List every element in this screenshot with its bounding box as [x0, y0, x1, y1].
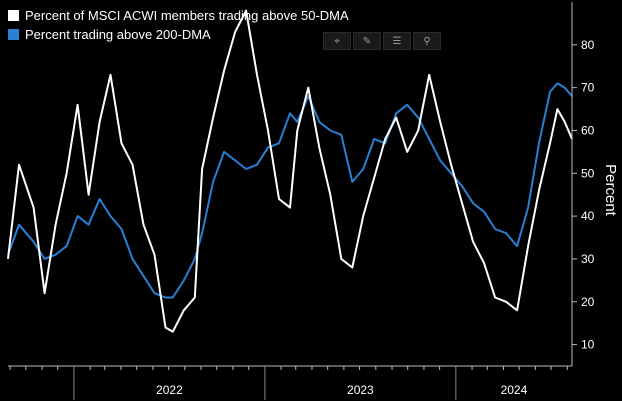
legend-item-50dma: Percent of MSCI ACWI members trading abo… [8, 6, 349, 25]
y-axis-label: Percent [602, 164, 619, 217]
y-tick-label: 50 [581, 166, 595, 180]
legend: Percent of MSCI ACWI members trading abo… [8, 6, 349, 44]
plot-region [7, 9, 573, 333]
legend-label-50dma: Percent of MSCI ACWI members trading abo… [25, 7, 349, 23]
series-line-50dma [7, 9, 573, 333]
draw-pencil-icon[interactable]: ✎ [353, 32, 381, 50]
legend-swatch-blue [8, 29, 19, 40]
legend-item-200dma: Percent trading above 200-DMA [8, 25, 349, 44]
y-tick-label: 20 [581, 295, 595, 309]
legend-label-200dma: Percent trading above 200-DMA [25, 26, 211, 42]
y-tick-label: 60 [581, 123, 595, 137]
series-line-200dma [7, 82, 573, 299]
zoom-icon[interactable]: ⚲ [413, 32, 441, 50]
x-tick-label: 2022 [156, 383, 183, 397]
legend-swatch-white [8, 10, 19, 21]
chart-toolbar: ⌖ ✎ ☰ ⚲ [323, 32, 441, 50]
y-tick-label: 40 [581, 209, 595, 223]
y-tick-label: 30 [581, 252, 595, 266]
crosshair-icon[interactable]: ⌖ [323, 32, 351, 50]
x-axis-ticks: 2022 2023 2024 [9, 366, 568, 400]
x-tick-label: 2023 [347, 383, 374, 397]
y-tick-label: 70 [581, 81, 595, 95]
y-tick-label: 80 [581, 38, 595, 52]
y-tick-label: 10 [581, 338, 595, 352]
y-axis-ticks: 10 20 30 40 50 60 70 80 [572, 38, 595, 352]
data-table-icon[interactable]: ☰ [383, 32, 411, 50]
x-tick-label: 2024 [501, 383, 528, 397]
